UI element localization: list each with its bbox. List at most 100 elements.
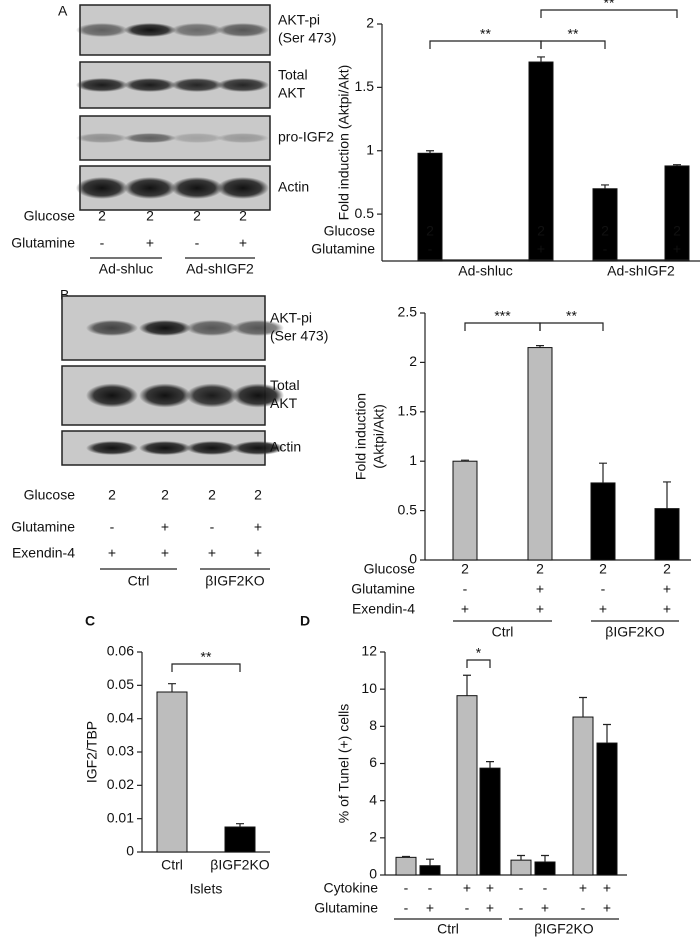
y-tick-label: 2 bbox=[409, 353, 417, 369]
blot-band bbox=[76, 177, 128, 199]
y-axis-label: % of Tunel (+) cells bbox=[336, 704, 352, 823]
condition-value: + bbox=[463, 880, 471, 896]
condition-name: Glutamine bbox=[314, 900, 378, 916]
condition-value: + bbox=[161, 519, 169, 535]
bar bbox=[664, 165, 690, 262]
blot-band bbox=[171, 177, 223, 199]
condition-value: - bbox=[465, 900, 470, 916]
condition-value: + bbox=[673, 241, 681, 257]
error-bar bbox=[463, 674, 471, 696]
significance-label: * bbox=[476, 645, 482, 661]
blot-label: AKT bbox=[270, 395, 298, 411]
condition-name: Glutamine bbox=[311, 241, 375, 257]
group-label: βIGF2KO bbox=[605, 624, 665, 640]
blot-band bbox=[124, 177, 176, 199]
condition-name: Exendin-4 bbox=[352, 601, 415, 617]
bar bbox=[527, 347, 553, 561]
significance-bracket bbox=[540, 9, 678, 18]
significance-bracket bbox=[429, 40, 542, 49]
condition-value: - bbox=[581, 900, 586, 916]
condition-name: Glucose bbox=[364, 561, 416, 577]
condition-value: + bbox=[663, 581, 671, 597]
blot-label: Total bbox=[278, 67, 308, 83]
significance-label: ** bbox=[568, 26, 579, 42]
condition-name: Glucose bbox=[324, 223, 376, 239]
condition-value: - bbox=[100, 235, 105, 251]
panel-letter: B bbox=[60, 287, 69, 303]
error-bar bbox=[663, 481, 671, 509]
condition-value: + bbox=[541, 900, 549, 916]
y-tick-label: 1.5 bbox=[355, 78, 375, 94]
group-label: βIGF2KO bbox=[534, 921, 594, 937]
condition-value: 2 bbox=[161, 487, 169, 503]
blot-band bbox=[232, 320, 284, 336]
blot-band bbox=[124, 23, 176, 37]
error-bar bbox=[461, 459, 469, 462]
bar bbox=[156, 691, 188, 853]
y-axis-label: Fold induction (Aktpi/Akt) bbox=[336, 65, 352, 221]
condition-name: Glucose bbox=[24, 208, 76, 224]
bar bbox=[528, 61, 554, 262]
y-tick-label: 0 bbox=[369, 866, 377, 882]
condition-value: 2 bbox=[239, 208, 247, 224]
group-label: Ctrl bbox=[492, 624, 514, 640]
condition-value: + bbox=[536, 601, 544, 617]
error-bar bbox=[599, 462, 607, 483]
bar bbox=[572, 716, 594, 876]
error-bar bbox=[517, 854, 525, 861]
condition-value: - bbox=[110, 519, 115, 535]
blot-band bbox=[86, 441, 138, 455]
condition-value: + bbox=[486, 880, 494, 896]
significance-bracket bbox=[171, 663, 241, 672]
significance-label: ** bbox=[201, 649, 212, 665]
condition-value: 2 bbox=[673, 223, 681, 239]
condition-value: + bbox=[536, 581, 544, 597]
blot-band bbox=[232, 383, 284, 408]
panel-letter: D bbox=[300, 613, 310, 629]
y-tick-label: 0.01 bbox=[107, 809, 134, 825]
blot-band bbox=[171, 133, 223, 143]
blot-band bbox=[76, 78, 128, 92]
error-bar bbox=[579, 696, 587, 718]
x-axis-label: Islets bbox=[190, 881, 223, 897]
significance-label: *** bbox=[494, 308, 511, 324]
significance-bracket bbox=[540, 40, 606, 49]
condition-value: - bbox=[428, 241, 433, 257]
y-tick-label: 0.03 bbox=[107, 743, 134, 759]
x-tick-label: Ctrl bbox=[161, 857, 183, 873]
blot-band bbox=[139, 441, 191, 455]
blot-label: Total bbox=[270, 377, 300, 393]
blot-band bbox=[76, 23, 128, 37]
y-axis-label: Fold induction bbox=[353, 393, 369, 480]
bar bbox=[510, 859, 532, 876]
condition-value: 2 bbox=[98, 208, 106, 224]
error-bar bbox=[486, 761, 494, 769]
y-tick-label: 8 bbox=[369, 717, 377, 733]
error-bar bbox=[541, 854, 549, 862]
condition-name: Glutamine bbox=[11, 235, 75, 251]
bar bbox=[590, 482, 616, 561]
condition-value: 2 bbox=[537, 223, 545, 239]
bar bbox=[596, 742, 618, 876]
y-tick-label: 2 bbox=[366, 15, 374, 31]
x-tick-label: βIGF2KO bbox=[210, 857, 270, 873]
y-tick-label: 6 bbox=[369, 754, 377, 770]
bar bbox=[654, 508, 680, 561]
condition-value: + bbox=[254, 545, 262, 561]
bar bbox=[224, 826, 256, 853]
error-bar bbox=[168, 683, 176, 692]
group-label: Ctrl bbox=[128, 573, 150, 589]
condition-name: Cytokine bbox=[324, 880, 379, 896]
bar bbox=[479, 767, 501, 876]
significance-label: ** bbox=[604, 0, 615, 11]
group-label: βIGF2KO bbox=[205, 573, 265, 589]
error-bar bbox=[236, 823, 244, 827]
condition-value: 2 bbox=[208, 487, 216, 503]
blot-band bbox=[232, 441, 284, 455]
condition-value: + bbox=[537, 241, 545, 257]
error-bar bbox=[537, 56, 545, 63]
y-tick-label: 0 bbox=[126, 843, 134, 859]
blot-band bbox=[86, 383, 138, 408]
condition-value: 2 bbox=[536, 561, 544, 577]
condition-value: - bbox=[210, 519, 215, 535]
